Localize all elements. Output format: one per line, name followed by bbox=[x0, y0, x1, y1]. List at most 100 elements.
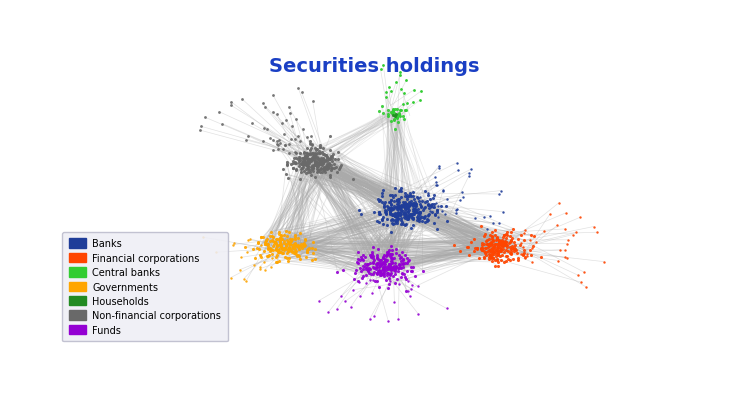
Point bbox=[385, 202, 397, 209]
Point bbox=[324, 174, 336, 180]
Point bbox=[397, 101, 409, 108]
Point bbox=[385, 263, 396, 269]
Point bbox=[499, 242, 510, 248]
Point bbox=[388, 211, 400, 218]
Point bbox=[312, 164, 323, 171]
Point bbox=[299, 155, 311, 162]
Point bbox=[426, 201, 438, 207]
Point bbox=[394, 73, 406, 79]
Point bbox=[388, 207, 399, 213]
Point bbox=[498, 249, 510, 256]
Point bbox=[402, 260, 413, 267]
Point bbox=[274, 238, 285, 245]
Point bbox=[389, 186, 401, 192]
Point bbox=[471, 245, 483, 251]
Point bbox=[399, 204, 410, 211]
Point bbox=[379, 257, 391, 263]
Point bbox=[495, 238, 507, 245]
Point bbox=[394, 207, 406, 213]
Point bbox=[293, 154, 305, 160]
Point bbox=[402, 206, 414, 212]
Point bbox=[463, 173, 474, 180]
Point bbox=[376, 271, 388, 278]
Point bbox=[216, 121, 228, 128]
Point bbox=[453, 249, 465, 255]
Point bbox=[476, 245, 488, 252]
Point bbox=[378, 260, 390, 266]
Point bbox=[391, 197, 403, 204]
Point bbox=[391, 220, 403, 227]
Point bbox=[385, 254, 396, 260]
Point bbox=[295, 243, 307, 250]
Point bbox=[575, 214, 586, 221]
Point bbox=[456, 189, 468, 196]
Point bbox=[359, 265, 371, 271]
Point bbox=[299, 161, 310, 168]
Point bbox=[387, 221, 399, 228]
Point bbox=[418, 215, 430, 221]
Point bbox=[297, 159, 309, 165]
Point bbox=[502, 231, 513, 238]
Point bbox=[363, 270, 374, 276]
Point bbox=[304, 159, 315, 165]
Point bbox=[492, 259, 504, 265]
Point bbox=[383, 199, 395, 205]
Point bbox=[355, 293, 366, 300]
Point bbox=[431, 207, 442, 214]
Point bbox=[388, 110, 400, 117]
Point bbox=[365, 271, 377, 277]
Point bbox=[299, 243, 310, 250]
Point bbox=[265, 264, 277, 270]
Point bbox=[472, 245, 483, 251]
Point bbox=[512, 255, 524, 261]
Point bbox=[424, 197, 436, 203]
Point bbox=[300, 171, 312, 178]
Point bbox=[326, 155, 338, 162]
Point bbox=[491, 249, 502, 256]
Point bbox=[412, 196, 424, 202]
Point bbox=[476, 240, 488, 247]
Point bbox=[377, 267, 388, 274]
Point bbox=[296, 245, 308, 252]
Point bbox=[386, 260, 398, 266]
Point bbox=[402, 192, 413, 199]
Point bbox=[492, 245, 504, 251]
Point bbox=[325, 165, 337, 171]
Point bbox=[225, 103, 237, 109]
Point bbox=[376, 218, 388, 224]
Point bbox=[258, 259, 270, 265]
Point bbox=[296, 90, 307, 97]
Point bbox=[483, 241, 494, 247]
Point bbox=[407, 193, 419, 200]
Point bbox=[374, 263, 386, 270]
Point bbox=[428, 220, 439, 227]
Point bbox=[305, 164, 317, 171]
Point bbox=[480, 250, 491, 256]
Point bbox=[529, 234, 540, 240]
Point bbox=[309, 152, 320, 158]
Point bbox=[491, 235, 503, 242]
Point bbox=[272, 146, 283, 153]
Point bbox=[386, 266, 398, 272]
Point bbox=[383, 261, 395, 267]
Point bbox=[286, 248, 298, 255]
Point bbox=[423, 202, 434, 209]
Point bbox=[380, 209, 391, 216]
Point bbox=[385, 205, 396, 211]
Point bbox=[322, 155, 334, 161]
Point bbox=[228, 240, 240, 247]
Point bbox=[400, 205, 412, 212]
Point bbox=[495, 248, 507, 254]
Point bbox=[421, 198, 433, 205]
Point bbox=[378, 274, 390, 280]
Point bbox=[499, 242, 511, 248]
Point bbox=[407, 202, 419, 209]
Point bbox=[383, 261, 394, 268]
Point bbox=[299, 236, 311, 243]
Point bbox=[367, 264, 379, 270]
Point bbox=[306, 158, 318, 165]
Point bbox=[410, 209, 422, 216]
Point bbox=[272, 249, 284, 256]
Point bbox=[364, 316, 375, 323]
Point bbox=[388, 265, 400, 272]
